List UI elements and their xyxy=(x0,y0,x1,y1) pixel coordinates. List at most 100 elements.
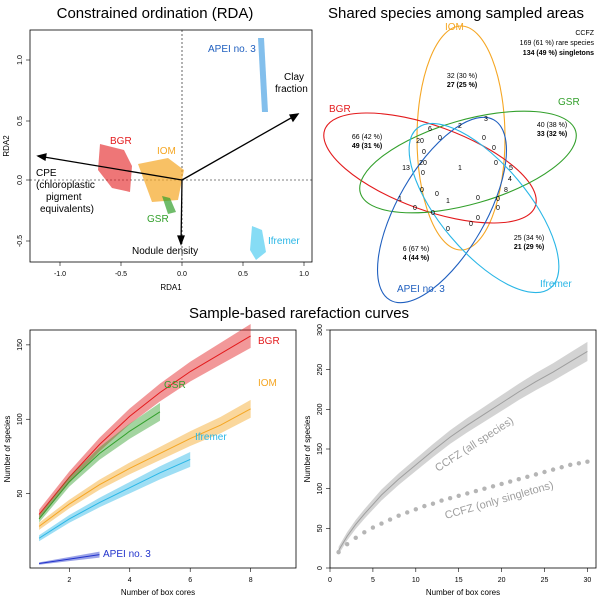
rda-panel: APEI no. 3 BGR IOM GSR Ifremer Clay frac… xyxy=(2,29,313,292)
venn-overlap-count: 13 xyxy=(402,165,410,172)
venn-title: Shared species among sampled areas xyxy=(328,5,584,22)
ccfz-only-singletons-point xyxy=(542,469,547,475)
ccfz-only-singletons-point xyxy=(482,486,487,491)
x-tick-label: 6 xyxy=(188,577,192,584)
venn-gsr-count: 40 (38 %) xyxy=(537,122,567,129)
y-tick-label: 50 xyxy=(17,490,24,498)
ccfz-only-singletons-point xyxy=(533,472,539,477)
venn-overlap-count: 5 xyxy=(509,165,513,172)
cpe-arrow xyxy=(37,155,183,181)
clay-arrow xyxy=(181,113,299,181)
cpe-arrowhead xyxy=(36,153,47,162)
left-label-ifremer: Ifremer xyxy=(195,432,227,443)
venn-bgr-singletons: 49 (31 %) xyxy=(352,143,382,150)
ccfz-only-singletons-point xyxy=(413,507,419,512)
clay-label-1: Clay xyxy=(284,72,304,83)
venn-iom-singletons: 27 (25 %) xyxy=(447,82,477,89)
y-tick-label: 150 xyxy=(17,339,24,351)
venn-ifremer-count: 25 (34 %) xyxy=(514,235,544,242)
x-tick-label: 2 xyxy=(67,577,71,584)
y-tick-label: 100 xyxy=(317,483,324,495)
cpe-label-1: CPE xyxy=(36,168,57,179)
bgr-hull xyxy=(98,144,132,192)
right-x-ticks: 0 5 10 15 20 25 30 xyxy=(328,568,591,584)
ccfz-only-singletons-point xyxy=(499,481,504,487)
x-tick-label: 8 xyxy=(249,577,253,584)
rda-title: Constrained ordination (RDA) xyxy=(57,5,254,22)
venn-overlap-count: 0 xyxy=(494,160,498,167)
venn-overlap-count: 3 xyxy=(484,116,488,123)
rda-frame xyxy=(29,29,313,263)
venn-overlap-count: 2 xyxy=(458,123,462,130)
left-label-iom: IOM xyxy=(258,378,277,389)
venn-bgr-count: 66 (42 %) xyxy=(352,134,382,141)
clay-label-2: fraction xyxy=(275,84,308,95)
venn-label-gsr: GSR xyxy=(558,97,580,108)
x-tick-label: 10 xyxy=(412,577,420,584)
rda-y-tick-label: 0.5 xyxy=(17,116,24,126)
ccfz-only-singletons-point xyxy=(550,467,556,472)
venn-ccfz-rare: 169 (61 %) rare species xyxy=(520,40,595,47)
venn-overlap-count: 0 xyxy=(435,191,439,198)
ccfz-only-singletons-point xyxy=(439,498,444,503)
ccfz-only-singletons-point xyxy=(525,474,530,479)
y-tick-label: 0 xyxy=(317,566,324,570)
right-xlabel: Number of box cores xyxy=(426,588,500,597)
x-tick-label: 5 xyxy=(371,577,375,584)
x-tick-label: 0 xyxy=(328,577,332,584)
rda-x-tick-label: -1.0 xyxy=(54,271,66,278)
venn-overlap-count: 1 xyxy=(458,165,462,172)
x-tick-label: 15 xyxy=(455,577,463,584)
venn-bgr-ellipse xyxy=(323,112,537,224)
venn-ifremer-singletons: 21 (29 %) xyxy=(514,244,544,251)
venn-overlap-count: 0 xyxy=(413,205,417,212)
ifremer-hull xyxy=(250,226,266,260)
venn-overlap-count: 0 xyxy=(476,215,480,222)
venn-label-bgr: BGR xyxy=(329,104,351,115)
ccfz-all-species-confidence-band xyxy=(338,341,588,555)
venn-apei-singletons: 4 (44 %) xyxy=(403,255,429,262)
venn-label-iom: IOM xyxy=(445,22,464,33)
nodule-arrowhead xyxy=(177,235,185,246)
venn-panel: IOM BGR GSR APEI no. 3 Ifremer CCFZ 169 … xyxy=(323,22,595,304)
ccfz-only-singletons-point xyxy=(473,488,479,494)
y-tick-label: 300 xyxy=(317,324,324,336)
rda-label-bgr: BGR xyxy=(110,136,132,147)
ccfz-only-singletons-point xyxy=(422,503,427,509)
venn-overlap-count: 0 xyxy=(496,196,500,203)
rda-x-tick-label: 0.0 xyxy=(177,271,187,278)
rda-x-ticks: -1.0 -0.5 0.0 0.5 1.0 xyxy=(54,262,309,278)
venn-overlap-count: 0 xyxy=(492,145,496,152)
rda-x-tick-label: 0.5 xyxy=(238,271,248,278)
rda-label-gsr: GSR xyxy=(147,214,169,225)
venn-label-apei: APEI no. 3 xyxy=(397,284,445,295)
rda-y-tick-label: -0.5 xyxy=(17,235,24,247)
ccfz-only-singletons-point xyxy=(379,521,384,526)
venn-overlap-count: 0 xyxy=(421,170,425,177)
x-tick-label: 25 xyxy=(541,577,549,584)
venn-overlap-count: 0 xyxy=(431,210,435,217)
venn-overlap-count: 0 xyxy=(438,135,442,142)
venn-overlap-count: 0 xyxy=(476,195,480,202)
x-tick-label: 30 xyxy=(584,577,592,584)
rda-ylabel: RDA2 xyxy=(2,135,11,157)
ccfz-only-singletons-point xyxy=(568,462,573,468)
ifremer-confidence-band xyxy=(39,451,191,542)
apei-hull xyxy=(258,38,268,112)
rda-label-apei: APEI no. 3 xyxy=(208,44,256,55)
nodule-arrow xyxy=(180,179,183,245)
iom-line xyxy=(38,408,251,527)
bgr-confidence-band xyxy=(39,324,251,520)
venn-apei-ellipse xyxy=(376,116,508,304)
venn-gsr-singletons: 33 (32 %) xyxy=(537,131,567,138)
rda-y-tick-label: 1.0 xyxy=(17,55,24,65)
ccfz-only-singletons-point xyxy=(490,484,496,489)
venn-iom-count: 32 (30 %) xyxy=(447,73,477,80)
left-y-ticks: 50 100 150 xyxy=(17,339,30,498)
cpe-label-2: (chloroplastic xyxy=(36,180,95,191)
left-label-apei: APEI no. 3 xyxy=(103,549,151,560)
right-ylabel: Number of species xyxy=(303,416,312,483)
venn-label-ifremer: Ifremer xyxy=(540,279,572,290)
apei-no-3-confidence-band xyxy=(39,551,100,565)
